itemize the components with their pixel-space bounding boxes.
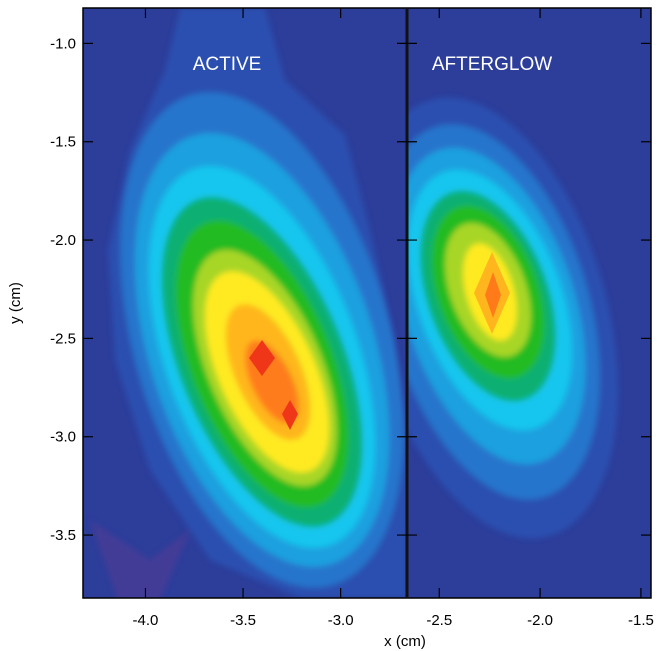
y-tick-label: -2.5 [50, 330, 76, 347]
x-tick-label: -2.5 [426, 612, 452, 629]
active-purple-region [90, 520, 190, 598]
y-tick-label: -1.5 [50, 134, 76, 151]
panel-afterglow [407, 97, 619, 539]
active-peak [249, 340, 275, 376]
frame [82, 7, 652, 599]
y-tick-label: -1.0 [50, 35, 76, 52]
y-tick-label: -3.0 [50, 429, 76, 446]
axis-ticks: -1.0 -1.5 -2.0 -2.5 -3.0 -3.5 -4.0 -3.5 -3.0 -2.5… [50, 8, 654, 629]
active-secondary-peak [282, 400, 298, 430]
x-tick-label: -2.0 [527, 612, 553, 629]
x-tick-label: -4.0 [133, 612, 159, 629]
panel-title-afterglow: AFTERGLOW [432, 54, 552, 75]
panel-title-active: ACTIVE [193, 54, 262, 75]
y-tick-label: -2.0 [50, 232, 76, 249]
x-tick-label: -1.5 [628, 612, 654, 629]
x-tick-label: -3.0 [328, 612, 354, 629]
afterglow-peak [485, 272, 501, 318]
plot-frame [82, 7, 652, 599]
x-tick-label: -3.5 [230, 612, 256, 629]
y-tick-label: -3.5 [50, 527, 76, 544]
panel-active [90, 8, 407, 598]
x-axis-title: x (cm) [384, 633, 426, 650]
y-axis-title: y (cm) [7, 282, 24, 324]
